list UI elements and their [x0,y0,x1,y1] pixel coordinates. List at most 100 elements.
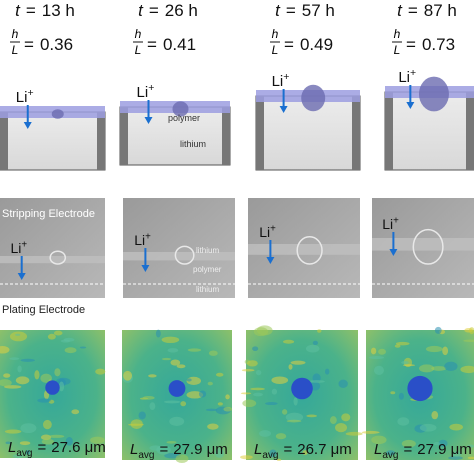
li-label: Li+ [382,215,399,232]
li-label: Li+ [11,239,28,256]
map-speckle [3,385,22,389]
time-label: t = 26 h [138,1,198,20]
map-speckle [401,360,409,365]
ratio-numerator: h [135,27,142,41]
map-speckle [361,430,380,434]
map-speckle [198,390,207,398]
map-speckle [15,333,21,336]
li-label: Li+ [259,223,276,240]
map-speckle [9,357,20,361]
map-speckle [368,356,385,360]
sem-band [248,244,360,255]
arrow-head [279,106,288,113]
map-speckle [467,456,474,460]
map-speckle [395,341,410,346]
map-speckle [0,379,12,387]
sem-void [296,236,323,265]
map-speckle [275,433,287,440]
map-speckle [425,345,443,353]
map-speckle [161,357,172,361]
map-speckle [169,416,185,427]
map-speckle [373,365,384,375]
lavg-symbol: L [8,439,16,456]
sem-label: lithium [196,285,219,294]
map-speckle [64,347,77,354]
map-speckle [0,345,10,354]
ratio-value: 0.36 [40,35,73,54]
map-speckle [180,401,187,407]
lavg-subscript: avg [382,450,398,461]
map-speckle [37,398,51,403]
map-speckle [306,414,318,418]
map-speckle [418,364,435,373]
map-speckle [466,444,474,448]
map-speckle [341,413,351,422]
sem-band [372,238,474,251]
map-speckle [419,423,437,432]
map-speckle [48,434,65,438]
ratio-value: 0.49 [300,35,333,54]
map-speckle [215,372,224,377]
map-speckle [142,395,155,400]
map-speckle [371,435,387,445]
map-speckle [5,441,11,445]
map-speckle [265,402,278,406]
arrow-head [389,249,398,256]
lavg-value: 27.9 μm [417,441,472,458]
arrow-head [23,122,32,129]
map-speckle [175,454,189,464]
map-speckle [259,430,272,437]
map-speckle [401,439,416,448]
map-speckle [463,339,474,343]
map-speckle [163,400,181,404]
time-value: 87 h [424,1,457,20]
ratio-line: = 0.41 [147,35,196,54]
map-spot [45,380,60,395]
lavg-subscript: avg [262,450,278,461]
map-speckle [240,455,253,460]
map-speckle [95,368,106,375]
li-text: Li [134,232,145,248]
map-speckle [71,409,80,415]
lithium-block [0,111,106,171]
map-speckle [214,448,225,459]
map-speckle [41,438,55,445]
map-speckle [324,368,330,375]
map-speckle [309,380,325,383]
map-speckle [79,346,87,349]
map-speckle [460,365,474,374]
ratio-numerator: h [272,27,279,41]
map-speckle [305,344,320,353]
map-speckle [19,441,31,446]
arrow-head [141,265,150,272]
map-speckle [53,330,63,336]
block-side [352,96,360,170]
map-speckle [242,399,257,408]
li-charge: + [27,87,33,99]
equals: = [26,1,36,20]
block-side [466,92,474,170]
block-side [385,92,393,170]
li-charge: + [283,71,289,83]
map-speckle [130,419,143,429]
time-label: t = 13 h [15,1,75,20]
map-speckle [15,376,30,385]
block-side [222,107,230,165]
li-text: Li [382,216,393,232]
map-speckle [449,423,464,431]
map-speckle [269,449,277,458]
lavg-label: Lavg = 26.7 μm [254,441,352,461]
map-speckle [469,327,474,335]
map-speckle [187,348,202,352]
li-text: Li [11,240,22,256]
lavg-value: 27.6 μm [51,439,106,456]
map-speckle [434,326,442,334]
map-speckle [317,329,322,333]
map-speckle [170,359,181,366]
map-speckle [167,348,179,353]
map-speckle [176,364,186,369]
lavg-symbol: L [130,441,138,458]
void [418,76,449,112]
lavg-symbol: L [374,441,382,458]
map-speckle [156,445,171,455]
